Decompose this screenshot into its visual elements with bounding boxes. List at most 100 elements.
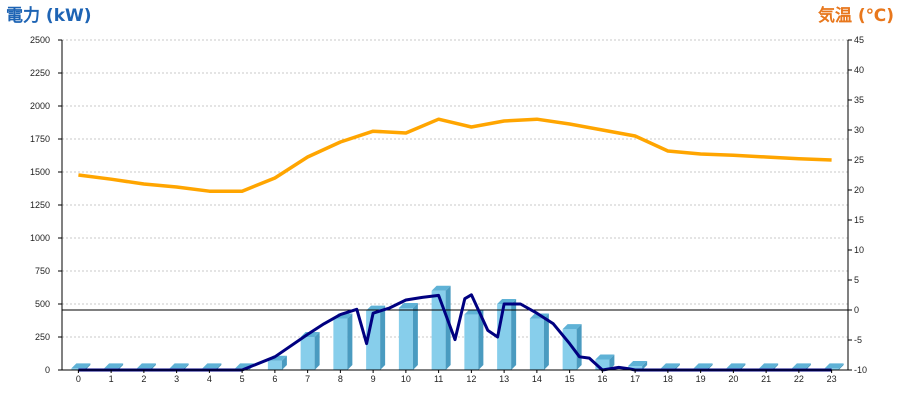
bar-side: [511, 299, 517, 370]
x-tick-label: 9: [371, 374, 376, 384]
bar-top: [791, 363, 811, 369]
bar-front: [529, 318, 544, 370]
left-tick-label: 1000: [30, 233, 50, 243]
power-bar: [464, 309, 484, 370]
right-tick-label: -10: [854, 365, 867, 375]
x-tick-label: 6: [272, 374, 277, 384]
bar-side: [609, 354, 615, 370]
bar-front: [628, 366, 643, 370]
bar-front: [300, 337, 315, 370]
right-tick-label: 15: [854, 215, 864, 225]
bar-side: [314, 332, 320, 370]
bar-top: [104, 363, 124, 369]
bar-side: [576, 324, 582, 370]
bar-side: [380, 305, 386, 370]
bar-top: [726, 363, 746, 369]
left-tick-label: 1500: [30, 167, 50, 177]
x-tick-label: 18: [663, 374, 673, 384]
bar-top: [824, 363, 844, 369]
x-tick-label: 20: [728, 374, 738, 384]
bar-side: [281, 355, 287, 370]
bar-top: [431, 285, 451, 291]
bar-top: [202, 363, 222, 369]
power-bar: [595, 354, 615, 370]
left-axis-title: 電力 (kW): [6, 5, 92, 26]
x-tick-label: 14: [532, 374, 542, 384]
left-tick-label: 2250: [30, 68, 50, 78]
bar-front: [71, 368, 86, 370]
power-line: [78, 293, 832, 372]
x-tick-label: 13: [499, 374, 509, 384]
right-tick-label: 40: [854, 65, 864, 75]
bar-side: [118, 363, 124, 370]
right-tick-label: 10: [854, 245, 864, 255]
x-tick-label: 5: [240, 374, 245, 384]
axes: [58, 39, 852, 373]
x-tick-label: 0: [76, 374, 81, 384]
tick-labels: 02505007501000125015001750200022502500-1…: [30, 35, 867, 384]
bar-side: [216, 363, 222, 370]
bar-top: [693, 363, 713, 369]
power-bar: [398, 302, 418, 370]
power-bar: [529, 313, 549, 370]
bar-top: [595, 354, 615, 360]
bar-side: [85, 363, 91, 370]
bar-front: [595, 359, 610, 370]
bar-side: [773, 363, 779, 370]
left-tick-label: 2500: [30, 35, 50, 45]
bar-top: [398, 302, 418, 308]
bar-side: [445, 285, 451, 370]
power-bar: [431, 285, 451, 370]
bar-side: [642, 361, 648, 370]
x-tick-label: 12: [466, 374, 476, 384]
right-tick-label: 0: [854, 305, 859, 315]
bar-front: [824, 368, 839, 370]
bar-front: [267, 360, 282, 370]
x-tick-label: 10: [401, 374, 411, 384]
bar-top: [759, 363, 779, 369]
x-tick-label: 1: [109, 374, 114, 384]
right-tick-label: 30: [854, 125, 864, 135]
bar-side: [347, 313, 353, 370]
bar-side: [838, 363, 844, 370]
left-tick-label: 1250: [30, 200, 50, 210]
bar-side: [805, 363, 811, 370]
x-tick-label: 23: [827, 374, 837, 384]
left-tick-label: 250: [35, 332, 50, 342]
x-tick-label: 3: [174, 374, 179, 384]
x-tick-label: 22: [794, 374, 804, 384]
bar-front: [497, 304, 512, 370]
left-tick-label: 500: [35, 299, 50, 309]
bar-top: [169, 363, 189, 369]
bar-side: [478, 309, 484, 370]
bar-top: [562, 324, 582, 330]
right-tick-label: 20: [854, 185, 864, 195]
right-tick-label: 25: [854, 155, 864, 165]
series-lines: [62, 117, 848, 372]
power-bar: [628, 361, 648, 370]
power-bar: [71, 363, 91, 370]
x-tick-label: 15: [565, 374, 575, 384]
left-tick-label: 0: [45, 365, 50, 375]
bar-front: [431, 290, 446, 370]
bar-top: [71, 363, 91, 369]
x-tick-label: 4: [207, 374, 212, 384]
bar-front: [464, 314, 479, 370]
power-bar: [824, 363, 844, 370]
x-tick-label: 16: [597, 374, 607, 384]
bar-top: [660, 363, 680, 369]
bar-top: [136, 363, 156, 369]
x-tick-label: 7: [305, 374, 310, 384]
left-tick-label: 2000: [30, 101, 50, 111]
x-tick-label: 2: [141, 374, 146, 384]
x-tick-label: 17: [630, 374, 640, 384]
bar-side: [707, 363, 713, 370]
bar-side: [183, 363, 189, 370]
right-axis-title: 気温 (℃): [817, 5, 894, 26]
temperature-line: [78, 117, 832, 193]
bar-side: [150, 363, 156, 370]
left-tick-label: 750: [35, 266, 50, 276]
right-tick-label: 45: [854, 35, 864, 45]
